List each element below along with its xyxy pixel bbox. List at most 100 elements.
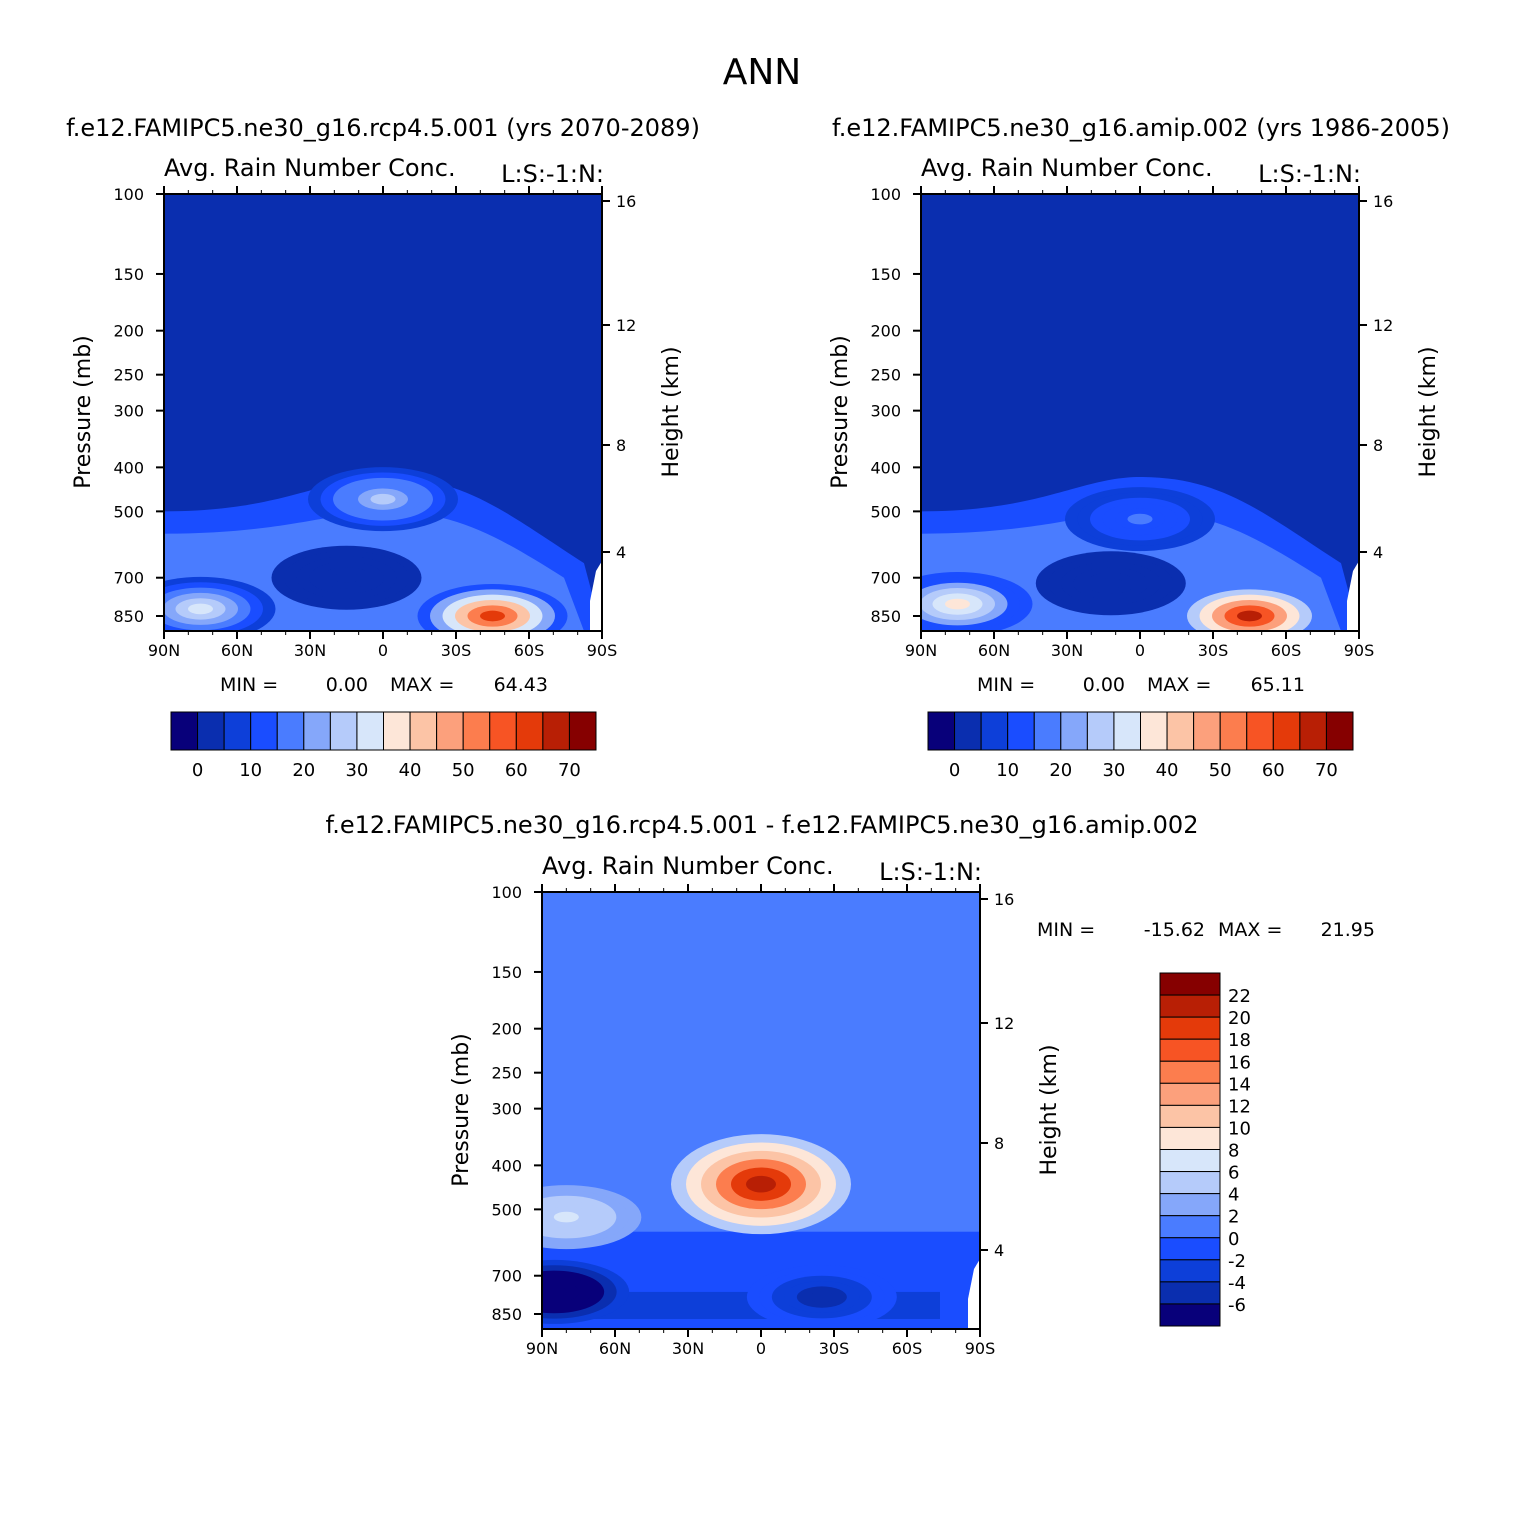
y-right-tick-label: 16 [616,192,636,211]
contour-feature-2 [188,603,213,615]
y-tick-label: 300 [870,402,901,421]
max-label: MAX = [1147,674,1211,696]
colorbar-tick-label: 14 [1228,1074,1251,1095]
colorbar-tick-label: 30 [345,760,368,781]
x-tick-label: 0 [756,1339,766,1358]
colorbar-swatch [568,711,597,751]
panel-subtitle-left: Avg. Rain Number Conc. [921,154,1213,182]
colorbar-tick-label: -6 [1228,1295,1246,1316]
colorbar: 0 10 20 30 40 50 60 70 [927,711,1354,781]
plot-area [542,892,980,1329]
min-label: MIN = [977,674,1035,696]
colorbar-tick-label: 50 [1209,760,1232,781]
colorbar-tick-label: 0 [949,760,960,781]
plot-area [164,194,602,631]
y-axis-label: Pressure (mb) [71,335,96,489]
colorbar-tick-label: 40 [1156,760,1179,781]
colorbar-tick-label: 60 [505,760,528,781]
x-tick-label: 90S [1344,641,1375,660]
x-tick-label: 30S [1198,641,1229,660]
y-right-axis-label: Height (km) [659,346,684,477]
colorbar-swatch [223,711,252,751]
plot-area [921,194,1359,631]
y-tick-label: 500 [870,502,901,521]
panel-title: f.e12.FAMIPC5.ne30_g16.rcp4.5.001 - f.e1… [326,811,1199,839]
y-axis-label: Pressure (mb) [828,335,853,489]
x-tick-label: 30S [441,641,472,660]
y-tick-label: 850 [870,607,901,626]
y-right-tick-label: 8 [1373,436,1383,455]
panel-3: f.e12.FAMIPC5.ne30_g16.rcp4.5.001 - f.e1… [326,811,1375,1358]
y-right-tick-label: 16 [1373,192,1393,211]
y-tick-label: 100 [113,185,144,204]
y-tick-label: 200 [491,1020,522,1039]
colorbar-swatch [1159,1215,1221,1239]
y-tick-label: 100 [491,883,522,902]
colorbar-tick-label: 18 [1228,1030,1251,1051]
colorbar-tick-label: 22 [1228,986,1251,1007]
colorbar-swatch [515,711,544,751]
max-value: 21.95 [1321,919,1375,941]
colorbar-tick-label: 60 [1262,760,1285,781]
colorbar-swatch [1272,711,1301,751]
contour-feature-1 [480,610,505,622]
colorbar-swatch [197,711,225,751]
y-right-axis-label: Height (km) [1037,1044,1062,1175]
panel-subtitle-left: Avg. Rain Number Conc. [542,852,834,880]
colorbar-swatch [1159,1038,1221,1062]
x-tick-label: 60N [221,641,253,660]
x-tick-label: 90N [526,1339,558,1358]
x-tick-label: 30S [819,1339,850,1358]
min-value: 0.00 [326,674,368,696]
colorbar-swatch [1159,1237,1221,1261]
colorbar-swatch [1159,1082,1221,1106]
min-label: MIN = [220,674,278,696]
contour-feature-4 [334,572,359,584]
y-right-tick-label: 12 [616,316,636,335]
colorbar-tick-label: 50 [452,760,475,781]
colorbar-tick-label: 10 [996,760,1019,781]
x-tick-label: 90S [587,641,618,660]
colorbar-swatch [329,711,358,751]
colorbar-swatch [1113,711,1141,751]
colorbar-tick-label: 6 [1228,1163,1239,1184]
x-tick-label: 30N [672,1339,704,1358]
colorbar: 0 10 20 30 40 50 60 70 [170,711,597,781]
colorbar-swatch [1219,711,1248,751]
contour-feature-3 [1127,513,1153,525]
y-tick-label: 250 [491,1064,522,1083]
colorbar-swatch [489,711,517,751]
max-value: 65.11 [1251,674,1305,696]
x-tick-label: 30N [294,641,326,660]
y-tick-label: 850 [491,1305,522,1324]
contour-feature-4 [1098,577,1124,589]
colorbar-tick-label: -4 [1228,1273,1246,1294]
panel-title: f.e12.FAMIPC5.ne30_g16.rcp4.5.001 (yrs 2… [66,114,700,142]
y-tick-label: 700 [113,569,144,588]
x-tick-label: 90N [148,641,180,660]
colorbar-swatch [1007,711,1035,751]
x-tick-label: 60N [599,1339,631,1358]
y-tick-label: 500 [491,1200,522,1219]
colorbar-tick-label: 40 [399,760,422,781]
panel-subtitle-left: Avg. Rain Number Conc. [164,154,456,182]
max-value: 64.43 [494,674,548,696]
y-tick-label: 200 [113,322,144,341]
x-tick-label: 60S [892,1339,923,1358]
panel-2: f.e12.FAMIPC5.ne30_g16.amip.002 (yrs 198… [828,114,1450,781]
colorbar-swatch [927,711,956,751]
contour-feature-1 [746,1175,776,1193]
panel-subtitle-right: L:S:-1:N: [879,858,982,886]
colorbar-tick-label: 4 [1228,1185,1239,1206]
x-tick-label: 60S [1271,641,1302,660]
y-tick-label: 850 [113,607,144,626]
colorbar-swatch [1159,1171,1221,1195]
colorbar-swatch [1159,1016,1221,1040]
colorbar-swatch [1159,1281,1221,1305]
y-tick-label: 500 [113,502,144,521]
colorbar-tick-label: 0 [1228,1229,1239,1250]
colorbar-swatch [954,711,982,751]
y-axis-label: Pressure (mb) [449,1033,474,1187]
colorbar-swatch [1159,994,1221,1018]
